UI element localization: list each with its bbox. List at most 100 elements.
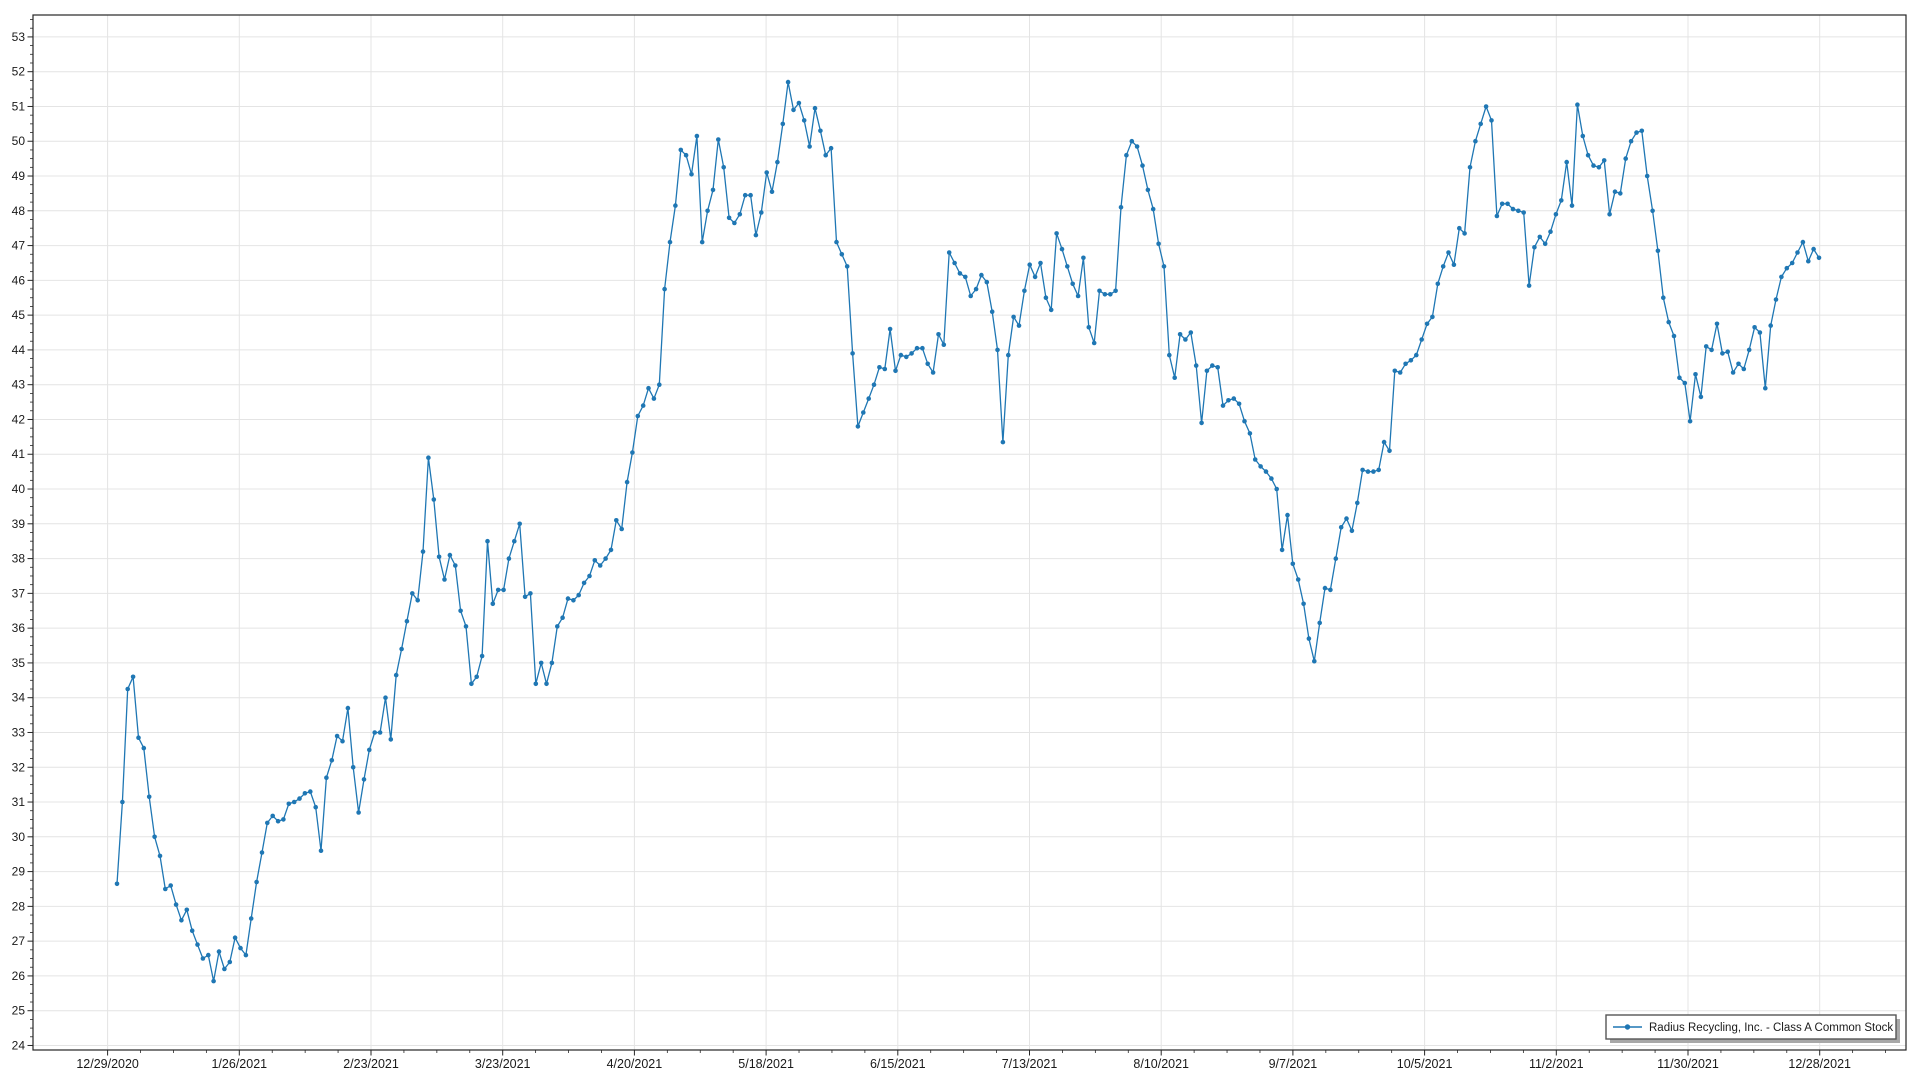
- data-point: [1258, 464, 1263, 469]
- data-point: [963, 274, 968, 280]
- data-point: [1730, 370, 1736, 375]
- data-point: [254, 879, 259, 885]
- data-point: [1816, 255, 1822, 261]
- data-point: [1478, 121, 1483, 127]
- data-point: [646, 385, 651, 391]
- data-point: [603, 556, 608, 561]
- data-point: [1542, 241, 1548, 247]
- y-tick-label: 33: [12, 725, 26, 739]
- legend: Radius Recycling, Inc. - Class A Common …: [1605, 1014, 1900, 1043]
- data-point: [576, 592, 581, 598]
- data-point: [227, 959, 233, 965]
- data-point: [114, 881, 120, 887]
- data-point: [528, 591, 533, 596]
- data-point: [334, 733, 340, 739]
- data-point: [1650, 208, 1655, 214]
- y-tick-label: 41: [12, 447, 26, 461]
- data-point: [211, 978, 216, 984]
- data-point: [630, 450, 635, 455]
- data-point: [748, 192, 753, 198]
- data-point: [1698, 394, 1704, 400]
- data-point: [1736, 361, 1741, 367]
- data-point: [195, 942, 200, 947]
- data-point: [125, 686, 130, 692]
- data-point: [1800, 239, 1806, 245]
- data-point: [281, 817, 286, 822]
- data-point: [1156, 241, 1161, 247]
- data-point: [737, 212, 743, 217]
- data-point: [952, 260, 957, 266]
- data-point: [973, 286, 979, 292]
- data-point: [957, 271, 963, 276]
- data-point: [1682, 380, 1688, 386]
- data-point: [1086, 325, 1092, 330]
- data-point: [1312, 658, 1317, 664]
- data-point: [673, 203, 678, 208]
- data-point: [136, 735, 141, 740]
- data-point: [426, 455, 431, 461]
- y-tick-label: 24: [12, 1038, 26, 1052]
- data-point: [1725, 349, 1730, 355]
- data-point: [1446, 250, 1451, 255]
- data-point: [1150, 206, 1156, 212]
- data-point: [1585, 152, 1591, 158]
- data-point: [1666, 319, 1671, 325]
- data-point: [1628, 138, 1634, 144]
- y-tick-label: 43: [12, 378, 26, 392]
- data-point: [1263, 469, 1269, 474]
- data-point: [538, 660, 544, 666]
- y-tick-label: 26: [12, 969, 26, 983]
- data-point: [1279, 547, 1285, 553]
- data-point: [275, 818, 281, 824]
- data-point: [1317, 620, 1322, 626]
- data-point: [318, 848, 324, 853]
- data-point: [367, 747, 372, 753]
- data-point: [522, 594, 528, 600]
- data-point: [533, 681, 539, 687]
- legend-series-label: Radius Recycling, Inc. - Class A Common …: [1649, 1022, 1893, 1034]
- data-point: [930, 370, 936, 375]
- y-tick-label: 37: [12, 586, 26, 600]
- data-point: [914, 345, 920, 351]
- data-point: [313, 804, 319, 810]
- data-point: [1161, 264, 1167, 269]
- price-line-series: [114, 79, 1822, 984]
- data-point: [1596, 165, 1602, 170]
- data-point: [1693, 372, 1698, 377]
- data-point: [1269, 476, 1274, 481]
- data-point: [1687, 418, 1693, 424]
- y-tick-label: 49: [12, 169, 26, 183]
- data-point: [512, 538, 517, 544]
- data-point: [791, 107, 796, 113]
- data-point: [624, 479, 630, 485]
- data-point: [463, 624, 469, 629]
- y-tick-label: 48: [12, 204, 26, 218]
- data-point: [1661, 295, 1666, 301]
- data-point: [479, 653, 485, 659]
- data-point: [1220, 403, 1226, 408]
- data-point: [1575, 102, 1580, 107]
- data-point: [1016, 323, 1022, 328]
- data-point: [447, 552, 453, 558]
- data-point: [1338, 525, 1344, 530]
- data-point: [308, 789, 313, 794]
- y-tick-label: 53: [12, 30, 26, 44]
- data-point: [1564, 159, 1569, 165]
- data-point: [871, 382, 877, 388]
- data-point: [882, 366, 888, 372]
- data-point: [759, 210, 764, 215]
- data-point: [410, 591, 415, 596]
- data-point: [1789, 260, 1795, 266]
- data-point: [855, 424, 861, 429]
- data-point: [1328, 587, 1333, 593]
- tick-labels: 24 25 26 27 28 29 30 31 32 33 34 35 36 37 38 39 40 41 42 43…: [12, 30, 1851, 1071]
- x-tick-label: 9/7/2021: [1269, 1057, 1318, 1071]
- data-point: [286, 801, 292, 807]
- data-point: [904, 354, 909, 360]
- y-tick-label: 47: [12, 239, 26, 253]
- data-point: [506, 556, 512, 561]
- data-point: [393, 672, 399, 678]
- y-tick-label: 39: [12, 517, 26, 531]
- y-tick-label: 29: [12, 865, 26, 879]
